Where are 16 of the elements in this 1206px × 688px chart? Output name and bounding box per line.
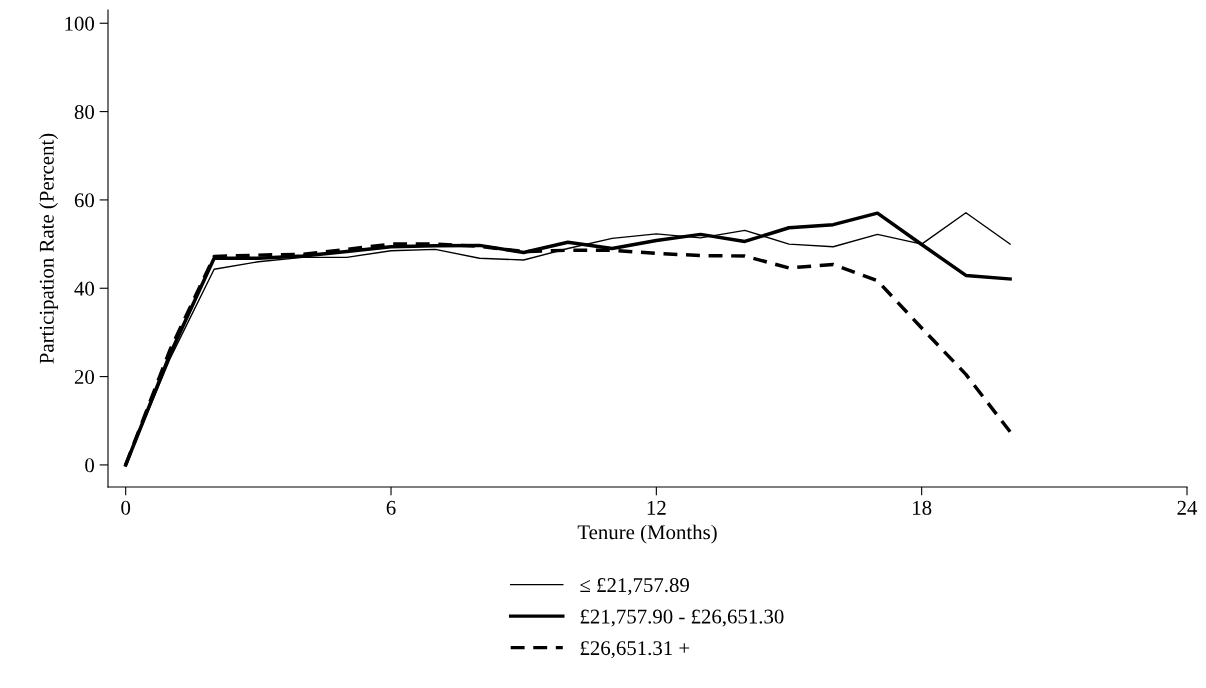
- y-tick-label: 80: [74, 104, 95, 120]
- y-tick-label: 20: [74, 369, 95, 385]
- x-tick-label: 6: [386, 500, 396, 515]
- x-tick-label: 12: [647, 500, 666, 515]
- legend-label: £26,651.31 +: [580, 641, 690, 659]
- x-tick-label: 24: [1177, 500, 1198, 515]
- y-tick-label: 60: [74, 193, 95, 208]
- x-tick-label: 0: [121, 500, 131, 515]
- y-tick-label: 0: [85, 458, 95, 473]
- x-tick-label: 18: [913, 500, 932, 515]
- y-axis-title: Participation Rate (Percent): [39, 133, 58, 364]
- x-axis-title: Tenure (Months): [577, 524, 717, 544]
- y-tick-label: 40: [74, 281, 95, 296]
- legend-label: ≤ £21,757.89: [580, 578, 689, 596]
- y-tick-label: 100: [65, 16, 95, 31]
- legend-label: £21,757.90 - £26,651.30: [580, 609, 784, 627]
